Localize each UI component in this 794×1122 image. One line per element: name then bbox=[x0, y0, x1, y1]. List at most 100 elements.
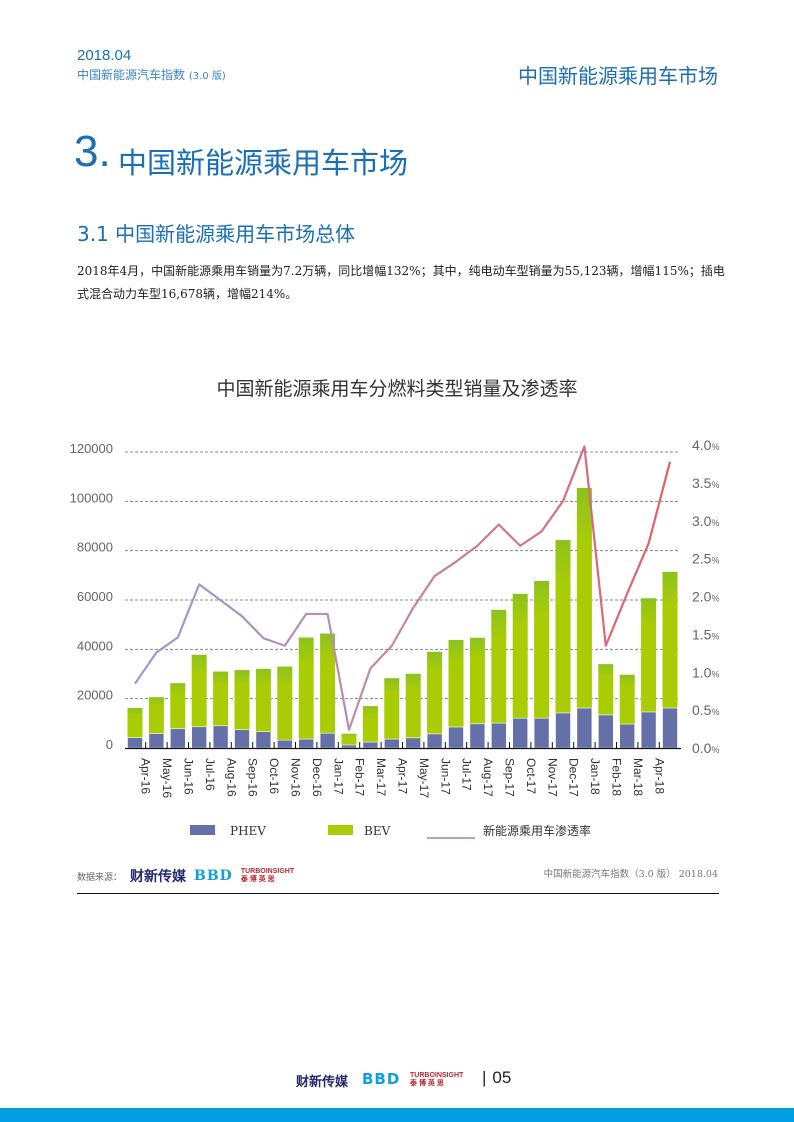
bar-phev bbox=[597, 714, 614, 749]
bar-phev bbox=[341, 744, 357, 749]
bar-phev bbox=[191, 726, 207, 749]
bar-bev bbox=[148, 697, 164, 734]
bar-bev bbox=[277, 666, 293, 741]
header-subtitle-text: 中国新能源汽车指数 bbox=[77, 68, 186, 82]
page-number: | 05 bbox=[482, 1068, 512, 1087]
x-axis-tick-label: Dec-17 bbox=[567, 758, 581, 797]
right-axis-tick-label: 2.0% bbox=[692, 589, 719, 605]
x-axis-tick-label: Apr-18 bbox=[652, 758, 666, 794]
x-axis-tick-label: Feb-18 bbox=[610, 758, 624, 796]
bar-phev bbox=[619, 723, 636, 749]
bar-bev bbox=[555, 540, 571, 713]
left-axis-tick-label: 100000 bbox=[70, 490, 113, 505]
bar-bev bbox=[320, 633, 336, 734]
right-axis-tick-label: 0.5% bbox=[692, 702, 719, 718]
chart: 0 20000 40000 60000 80000 100000 120000 0.0% 0.5… bbox=[70, 437, 719, 839]
bar-bev bbox=[298, 637, 314, 740]
x-axis-tick-label: Mar-18 bbox=[631, 758, 645, 796]
header-subtitle: 中国新能源汽车指数 (3.0 版) bbox=[77, 66, 226, 83]
bar-bev bbox=[405, 673, 421, 738]
x-axis-tick-label: May-17 bbox=[417, 758, 431, 798]
bar-phev bbox=[383, 738, 400, 749]
right-axis-tick-label: 3.5% bbox=[692, 475, 719, 491]
penetration-rate-line bbox=[134, 445, 672, 731]
bar-phev bbox=[276, 739, 293, 749]
bar-bev bbox=[512, 593, 528, 719]
bar-bev bbox=[341, 733, 357, 746]
x-axis-tick-label: Sep-16 bbox=[246, 758, 260, 797]
bar-phev bbox=[640, 711, 657, 749]
bar-phev bbox=[512, 717, 529, 749]
legend-label-phev: PHEV bbox=[230, 824, 266, 838]
left-axis-tick-label: 120000 bbox=[70, 441, 113, 456]
x-axis-tick-label: Aug-17 bbox=[481, 758, 495, 797]
legend-label-bev: BEV bbox=[364, 824, 391, 838]
x-axis-tick-label: Feb-17 bbox=[353, 758, 367, 796]
bar-bev bbox=[234, 670, 250, 730]
legend-swatch-phev bbox=[190, 825, 215, 835]
bar-phev bbox=[362, 741, 379, 749]
bar-bev bbox=[191, 654, 207, 727]
bar-bev bbox=[469, 637, 485, 724]
caixin-logo: 财新传媒 bbox=[296, 1075, 349, 1090]
x-axis-tick-label: Jul-16 bbox=[203, 758, 217, 791]
legend-label-line: 新能源乘用车渗透率 bbox=[483, 823, 591, 838]
x-axis-tick-label: Aug-16 bbox=[224, 758, 238, 797]
header-version: (3.0 版) bbox=[188, 71, 226, 82]
turboinsight-logo: TURBOINSIGHT 泰 博 英 思 bbox=[240, 868, 295, 883]
legend-swatch-bev bbox=[328, 825, 353, 835]
footer-bar bbox=[0, 1108, 794, 1122]
source-line: 数据来源： 财新传媒 BBD TURBOINSIGHT 泰 博 英 思 bbox=[77, 866, 294, 886]
source-label: 数据来源： bbox=[77, 872, 123, 883]
bar-bev bbox=[576, 488, 592, 709]
bar-bev bbox=[662, 571, 678, 709]
bar-phev bbox=[426, 733, 443, 749]
bar-bev bbox=[641, 598, 657, 712]
bar-bev bbox=[213, 671, 229, 726]
bar-bev bbox=[534, 581, 550, 719]
right-axis-tick-label: 1.0% bbox=[692, 664, 719, 680]
header-section-name: 中国新能源乘用车市场 bbox=[518, 64, 718, 88]
bar-phev bbox=[127, 737, 143, 749]
body-paragraph: 2018年4月，中国新能源乘用车销量为7.2万辆，同比增幅132%；其中，纯电动… bbox=[77, 264, 725, 301]
x-axis-tick-label: Oct-16 bbox=[267, 758, 281, 794]
footer-right-text: 中国新能源汽车指数（3.0 版） 2018.04 bbox=[543, 869, 718, 880]
bar-bev bbox=[619, 674, 635, 725]
bar-phev bbox=[662, 707, 678, 749]
bar-phev bbox=[234, 729, 250, 749]
right-axis-tick-label: 3.0% bbox=[692, 513, 719, 529]
bar-phev bbox=[533, 717, 550, 749]
bar-phev bbox=[405, 737, 422, 749]
divider bbox=[77, 893, 719, 894]
x-axis-tick-label: May-16 bbox=[160, 758, 174, 798]
bar-bev bbox=[170, 683, 186, 729]
bar-phev bbox=[212, 725, 229, 749]
turboinsight-logo: TURBOINSIGHT 泰 博 英 思 bbox=[410, 1072, 464, 1087]
x-axis-tick-label: Oct-17 bbox=[524, 758, 538, 794]
header-date: 2018.04 bbox=[77, 47, 132, 64]
bar-phev bbox=[298, 738, 315, 749]
x-axis-tick-label: Nov-16 bbox=[289, 758, 303, 797]
left-axis-tick-label: 40000 bbox=[77, 638, 113, 653]
bar-phev bbox=[255, 731, 272, 749]
x-axis-tick-label: Sep-17 bbox=[503, 758, 517, 797]
bar-phev bbox=[576, 707, 593, 749]
bar-phev bbox=[319, 732, 336, 749]
chart-title: 中国新能源乘用车分燃料类型销量及渗透率 bbox=[216, 378, 578, 400]
x-axis-tick-label: Jul-17 bbox=[460, 758, 474, 791]
bar-bev bbox=[427, 651, 443, 734]
left-axis-tick-label: 20000 bbox=[77, 688, 113, 703]
bar-phev bbox=[555, 712, 571, 749]
left-axis-tick-label: 0 bbox=[106, 737, 113, 752]
right-axis-tick-label: 2.5% bbox=[692, 551, 719, 567]
subsection-title: 3.1 中国新能源乘用车市场总体 bbox=[77, 222, 356, 246]
x-axis-tick-label: Mar-17 bbox=[374, 758, 388, 796]
caixin-logo: 财新传媒 bbox=[130, 869, 187, 885]
bbd-logo: BBD bbox=[362, 1070, 401, 1088]
left-axis-tick-label: 60000 bbox=[77, 589, 113, 604]
bar-phev bbox=[148, 733, 165, 749]
x-axis-tick-label: Jan-17 bbox=[331, 758, 345, 795]
bbd-logo: BBD bbox=[194, 868, 233, 884]
bar-phev bbox=[490, 722, 507, 749]
x-axis-tick-label: Jan-18 bbox=[588, 758, 602, 795]
